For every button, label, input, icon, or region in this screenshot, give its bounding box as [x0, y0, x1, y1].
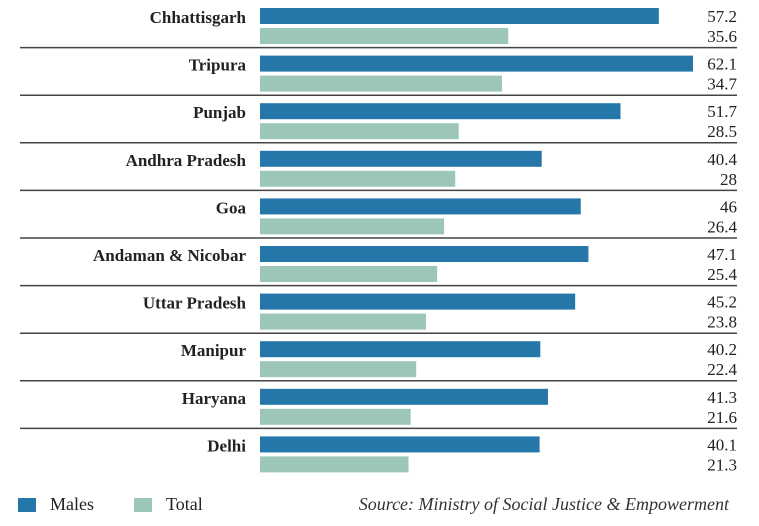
value-label-total: 21.6: [707, 408, 737, 427]
category-label: Goa: [216, 198, 247, 217]
bar-total: [260, 456, 409, 473]
value-label-males: 46: [720, 197, 737, 216]
category-label: Delhi: [207, 436, 246, 455]
bar-males: [260, 55, 693, 72]
value-label-total: 23.8: [707, 313, 737, 332]
value-label-males: 40.2: [707, 340, 737, 359]
legend-label-males: Males: [50, 494, 94, 514]
value-label-total: 28: [720, 170, 737, 189]
bar-total: [260, 123, 459, 140]
bar-chart: Chhattisgarh 57.235.6 Tripura 62.134.7 Punja…: [20, 7, 738, 474]
bar-total: [260, 408, 411, 425]
bar-total: [260, 313, 426, 330]
legend-swatch-males: [18, 497, 36, 512]
category-label: Chhattisgarh: [150, 8, 247, 27]
bar-males: [260, 436, 540, 453]
value-label-males: 57.2: [707, 7, 737, 26]
value-label-males: 40.4: [707, 150, 737, 169]
value-label-total: 34.7: [707, 75, 737, 94]
category-label: Punjab: [193, 103, 246, 122]
category-label: Andhra Pradesh: [126, 151, 247, 170]
bar-total: [260, 218, 445, 235]
bar-total: [260, 75, 502, 92]
value-label-males: 51.7: [707, 102, 737, 121]
bar-total: [260, 28, 509, 44]
bar-males: [260, 198, 581, 215]
value-label-total: 21.3: [707, 455, 737, 474]
legend: Males Total: [18, 494, 243, 515]
legend-swatch-total: [134, 497, 152, 512]
value-label-total: 35.6: [707, 27, 737, 46]
bar-total: [260, 266, 438, 282]
value-label-males: 40.1: [707, 435, 737, 454]
value-label-total: 26.4: [707, 217, 737, 236]
category-label: Andaman & Nicobar: [93, 246, 246, 265]
value-label-males: 62.1: [707, 55, 737, 74]
bar-males: [260, 8, 659, 24]
bar-males: [260, 246, 589, 262]
category-label: Uttar Pradesh: [143, 294, 247, 313]
bar-total: [260, 170, 456, 187]
bar-males: [260, 388, 548, 405]
value-label-total: 28.5: [707, 122, 737, 141]
value-label-males: 45.2: [707, 293, 737, 312]
bar-males: [260, 103, 621, 120]
category-label: Haryana: [182, 389, 247, 408]
value-label-males: 41.3: [707, 388, 737, 407]
bar-males: [260, 293, 576, 310]
value-label-total: 22.4: [707, 360, 737, 379]
value-label-total: 25.4: [707, 265, 737, 284]
bar-males: [260, 150, 542, 167]
value-label-males: 47.1: [707, 245, 737, 264]
bar-males: [260, 341, 541, 358]
category-label: Manipur: [181, 341, 247, 360]
bar-total: [260, 361, 417, 378]
source-note: Source: Ministry of Social Justice & Emp…: [358, 494, 729, 514]
legend-label-total: Total: [166, 494, 203, 514]
category-label: Tripura: [189, 56, 247, 75]
